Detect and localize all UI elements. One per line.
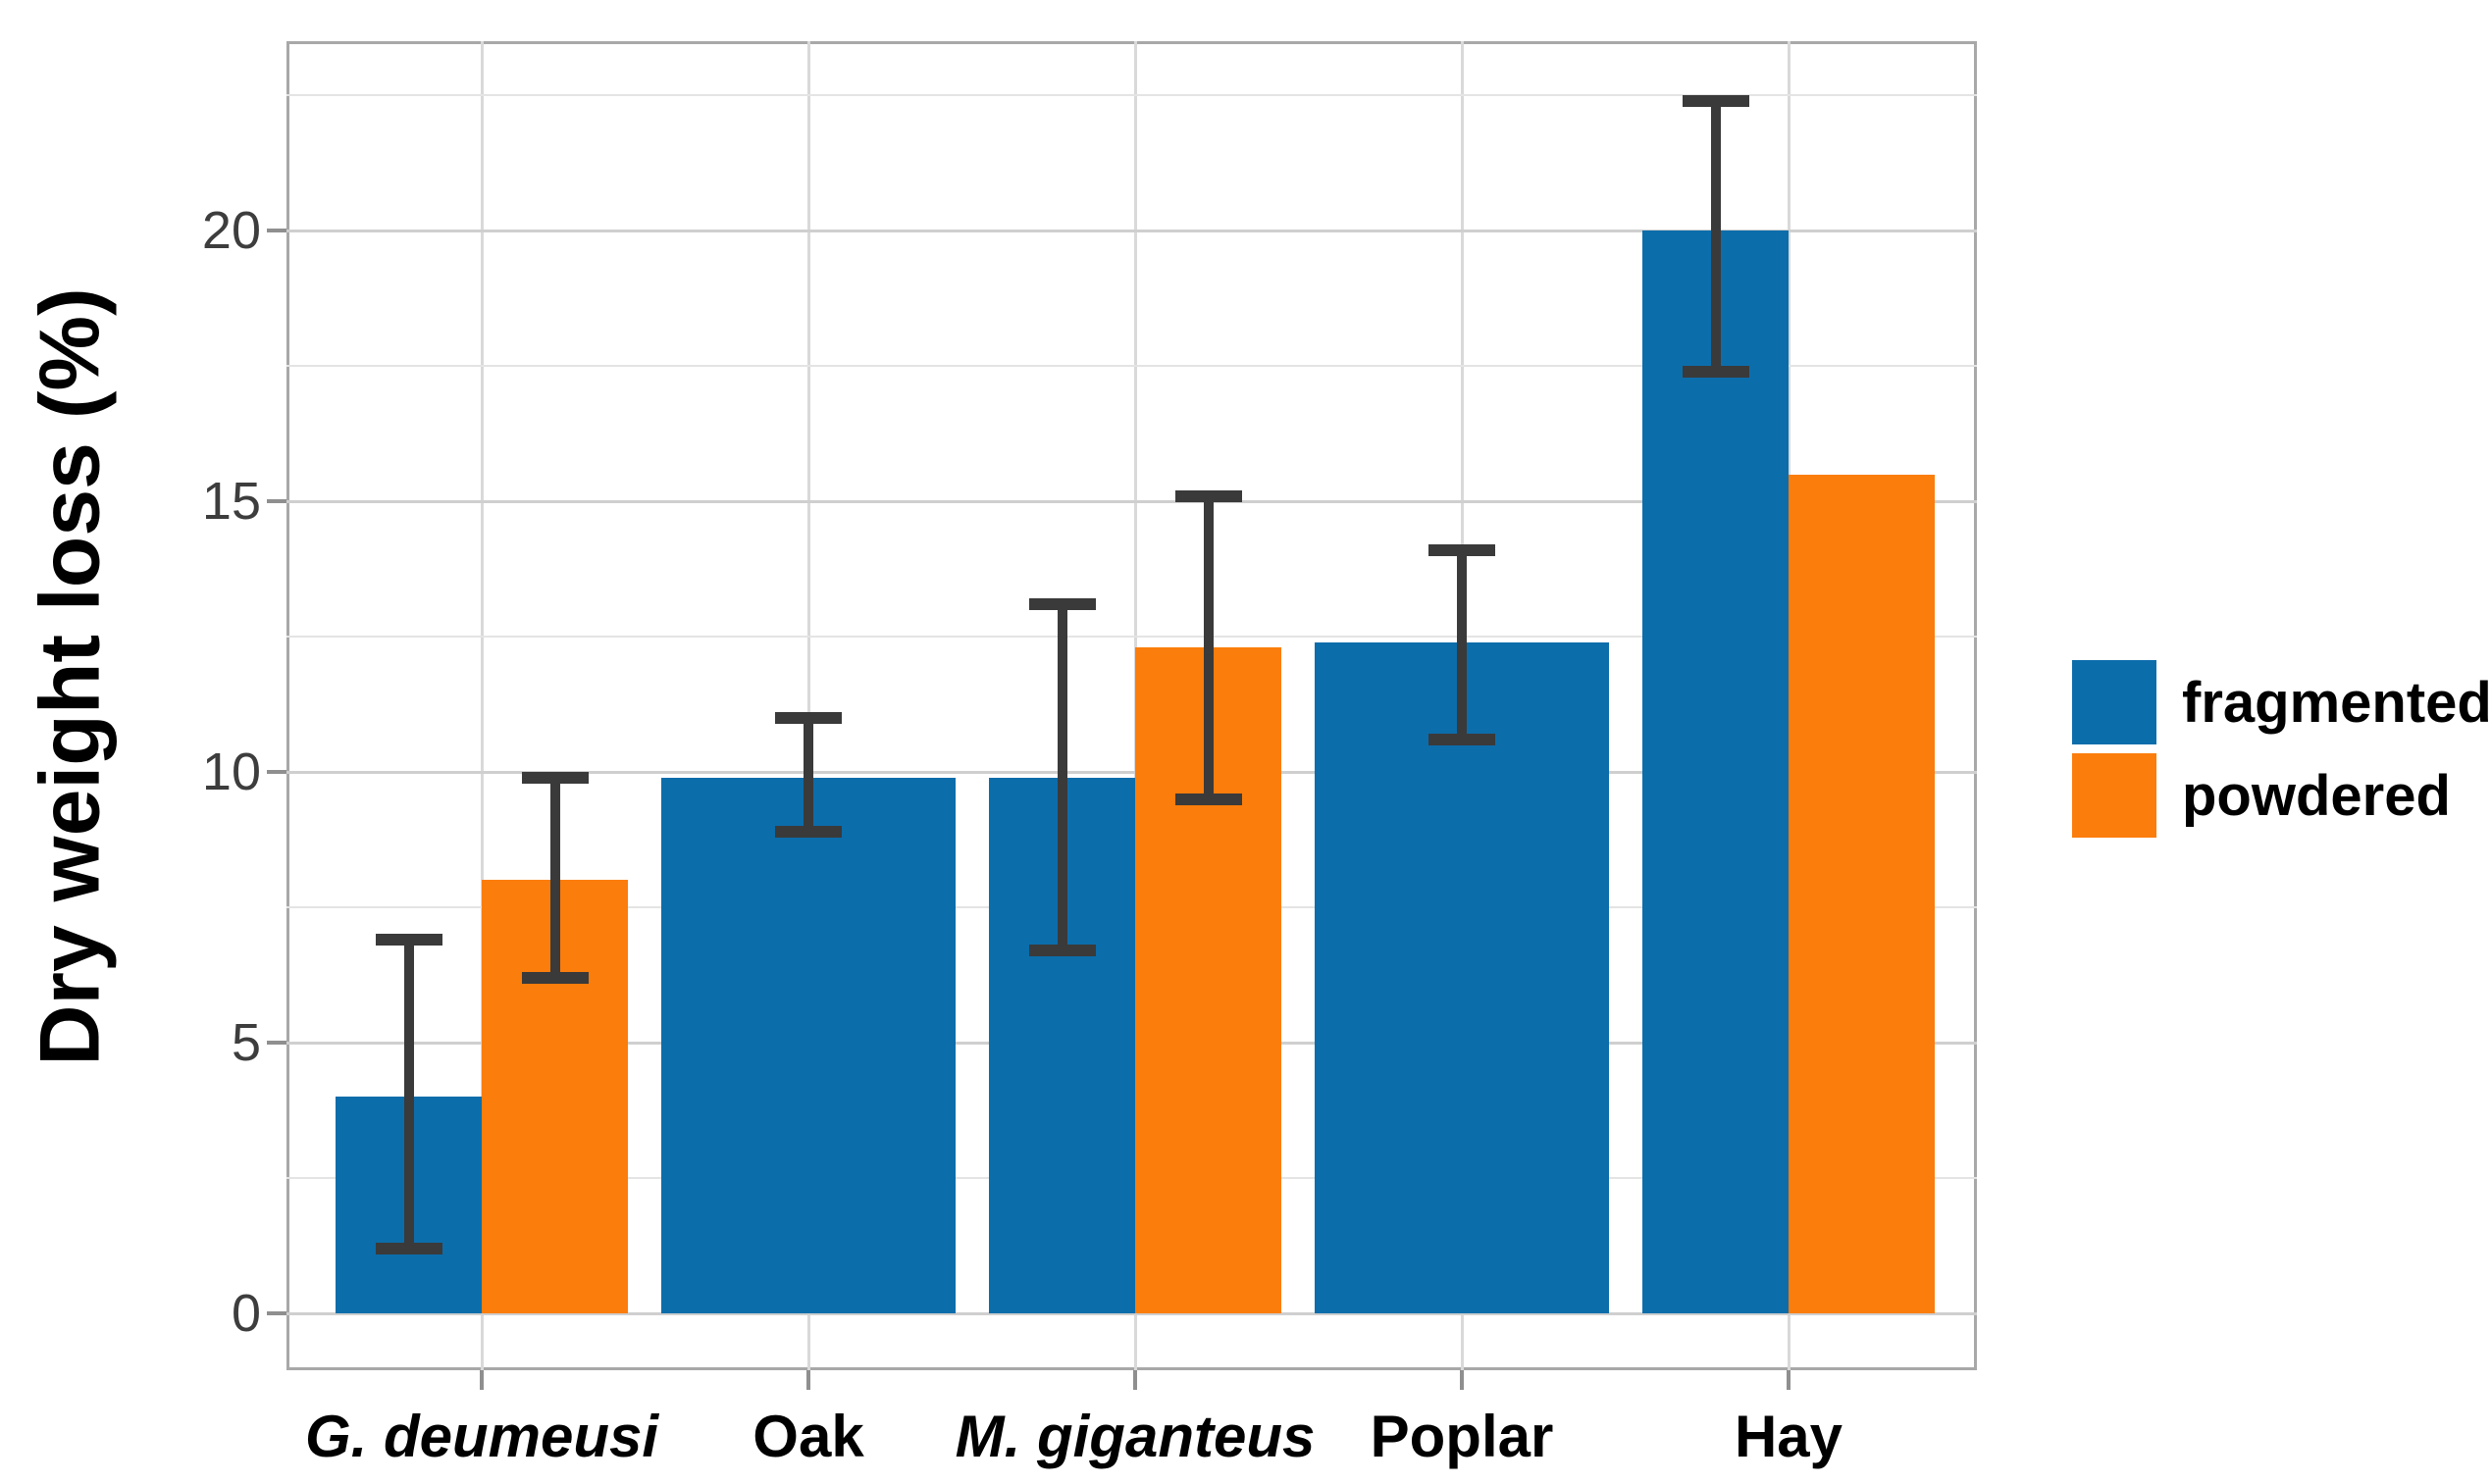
errorbar-powdered-0-cap-bottom bbox=[521, 971, 589, 984]
errorbar-fragmented-4-cap-top bbox=[1682, 94, 1749, 107]
xtick-2 bbox=[1133, 1370, 1137, 1390]
errorbar-fragmented-2-cap-bottom bbox=[1028, 945, 1096, 957]
bar-fragmented-3 bbox=[1315, 641, 1609, 1314]
legend-item-powdered: powdered bbox=[2072, 753, 2491, 838]
ytick-15 bbox=[267, 499, 286, 504]
category-label-0: G. deumeusi bbox=[304, 1404, 659, 1469]
errorbar-powdered-0-stem bbox=[549, 777, 560, 978]
xtick-4 bbox=[1787, 1370, 1790, 1390]
bar-fragmented-1 bbox=[661, 777, 956, 1314]
legend-swatch-powdered bbox=[2072, 753, 2156, 838]
errorbar-fragmented-0-cap-bottom bbox=[375, 1242, 442, 1254]
gridline-y-17.5 bbox=[286, 365, 1977, 368]
errorbar-powdered-2-cap-top bbox=[1174, 489, 1242, 502]
ytick-20 bbox=[267, 229, 286, 233]
errorbar-fragmented-4-stem bbox=[1710, 100, 1721, 372]
gridline-y-20 bbox=[286, 229, 1977, 232]
errorbar-fragmented-2-stem bbox=[1057, 604, 1067, 951]
xtick-3 bbox=[1460, 1370, 1464, 1390]
category-label-1: Oak bbox=[752, 1404, 864, 1469]
category-label-4: Hay bbox=[1734, 1404, 1843, 1469]
category-label-3: Poplar bbox=[1370, 1404, 1554, 1469]
errorbar-powdered-0-cap-top bbox=[521, 771, 589, 784]
errorbar-fragmented-1-cap-bottom bbox=[775, 825, 842, 838]
ytick-label-15: 15 bbox=[201, 472, 261, 532]
errorbar-fragmented-3-cap-top bbox=[1428, 543, 1495, 556]
errorbar-powdered-2-stem bbox=[1203, 495, 1214, 799]
gridline-y-12.5 bbox=[286, 636, 1977, 639]
errorbar-fragmented-1-stem bbox=[804, 717, 813, 832]
ytick-5 bbox=[267, 1041, 286, 1046]
errorbar-fragmented-0-cap-top bbox=[375, 934, 442, 947]
category-label-2: M. giganteus bbox=[955, 1404, 1316, 1469]
xtick-0 bbox=[480, 1370, 484, 1390]
gridline-y-22.5 bbox=[286, 94, 1977, 97]
ytick-label-0: 0 bbox=[231, 1284, 261, 1344]
legend: fragmented powdered bbox=[2072, 660, 2491, 846]
legend-item-fragmented: fragmented bbox=[2072, 660, 2491, 744]
errorbar-fragmented-4-cap-bottom bbox=[1682, 365, 1749, 378]
xtick-1 bbox=[806, 1370, 810, 1390]
ytick-10 bbox=[267, 770, 286, 775]
ytick-label-20: 20 bbox=[201, 201, 261, 261]
errorbar-fragmented-3-stem bbox=[1457, 549, 1467, 740]
legend-label-powdered: powdered bbox=[2182, 763, 2451, 828]
ytick-label-5: 5 bbox=[231, 1013, 261, 1073]
bar-powdered-4 bbox=[1789, 474, 1935, 1314]
gridline-y-0 bbox=[286, 1311, 1977, 1315]
gridline-y-10 bbox=[286, 770, 1977, 774]
gridline-x-0 bbox=[480, 41, 484, 1370]
legend-swatch-fragmented bbox=[2072, 660, 2156, 744]
errorbar-fragmented-2-cap-top bbox=[1028, 598, 1096, 610]
ytick-label-10: 10 bbox=[201, 742, 261, 802]
errorbar-powdered-2-cap-bottom bbox=[1174, 793, 1242, 805]
errorbar-fragmented-0-stem bbox=[403, 940, 414, 1249]
bar-fragmented-4 bbox=[1642, 230, 1789, 1314]
gridline-y-15 bbox=[286, 499, 1977, 503]
legend-label-fragmented: fragmented bbox=[2182, 670, 2491, 735]
errorbar-fragmented-1-cap-top bbox=[775, 711, 842, 724]
ytick-0 bbox=[267, 1311, 286, 1316]
y-axis-title: Dry weight loss (%) bbox=[23, 287, 118, 1066]
gridline-x-1 bbox=[806, 41, 810, 1370]
errorbar-fragmented-3-cap-bottom bbox=[1428, 733, 1495, 745]
